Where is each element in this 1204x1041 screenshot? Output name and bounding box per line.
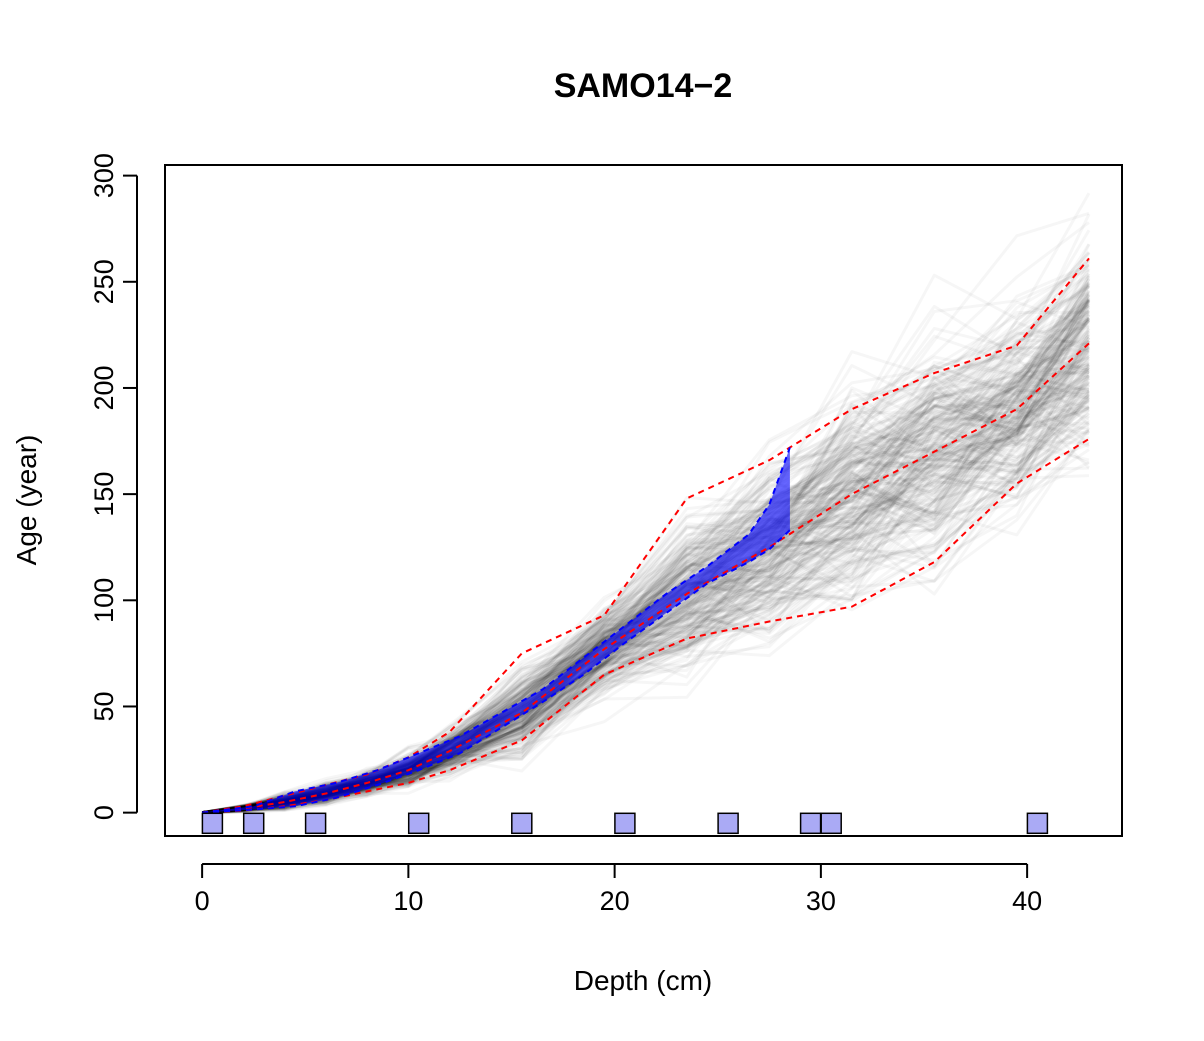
iteration-line: [202, 266, 1089, 812]
iteration-line: [202, 276, 1089, 813]
y-tick-label: 250: [89, 259, 119, 304]
series-line-band-lower: [202, 529, 791, 814]
x-tick-label: 10: [393, 886, 423, 916]
y-tick-label: 0: [89, 805, 119, 820]
series-line-envelope-lower: [202, 438, 1090, 814]
plot-frame: [164, 164, 1123, 837]
series-line-band-upper: [201, 447, 791, 814]
y-tick-label: 50: [89, 691, 119, 721]
x-axis: 0 10 20 30 40: [195, 863, 1042, 916]
series-line-median: [201, 342, 1090, 814]
dated-sample-marker: [820, 812, 842, 835]
iteration-line: [202, 265, 1089, 813]
dated-sample-marker: [242, 812, 265, 835]
dated-sample-marker: [614, 812, 636, 835]
age-model-iterations: [202, 193, 1089, 813]
y-axis-label: Age (year): [11, 435, 42, 566]
y-axis: 0 50 100 150 200 250 300: [89, 153, 138, 820]
x-tick-label: 30: [806, 886, 836, 916]
dated-sample-marker: [304, 812, 327, 835]
x-tick-label: 0: [195, 886, 210, 916]
dated-sample-marker: [201, 812, 224, 835]
y-tick-label: 150: [89, 472, 119, 517]
y-tick-label: 200: [89, 365, 119, 410]
x-tick-label: 20: [600, 886, 630, 916]
series-line-envelope-upper: [201, 257, 1090, 814]
dated-sample-markers: [201, 812, 1049, 835]
iteration-line: [202, 278, 1089, 813]
dated-sample-marker: [511, 812, 533, 835]
chart-title: SAMO14−2: [554, 67, 733, 105]
y-tick-label: 300: [89, 153, 119, 198]
iteration-line: [202, 265, 1089, 813]
x-tick-label: 40: [1012, 886, 1042, 916]
series-lines: [201, 257, 1090, 814]
dated-sample-marker: [407, 812, 430, 835]
x-axis-label: Depth (cm): [574, 965, 712, 996]
dated-sample-marker: [717, 812, 739, 835]
y-tick-label: 100: [89, 578, 119, 623]
dated-sample-marker: [799, 812, 822, 835]
dated-sample-marker: [1026, 812, 1049, 835]
iteration-line: [202, 276, 1089, 812]
